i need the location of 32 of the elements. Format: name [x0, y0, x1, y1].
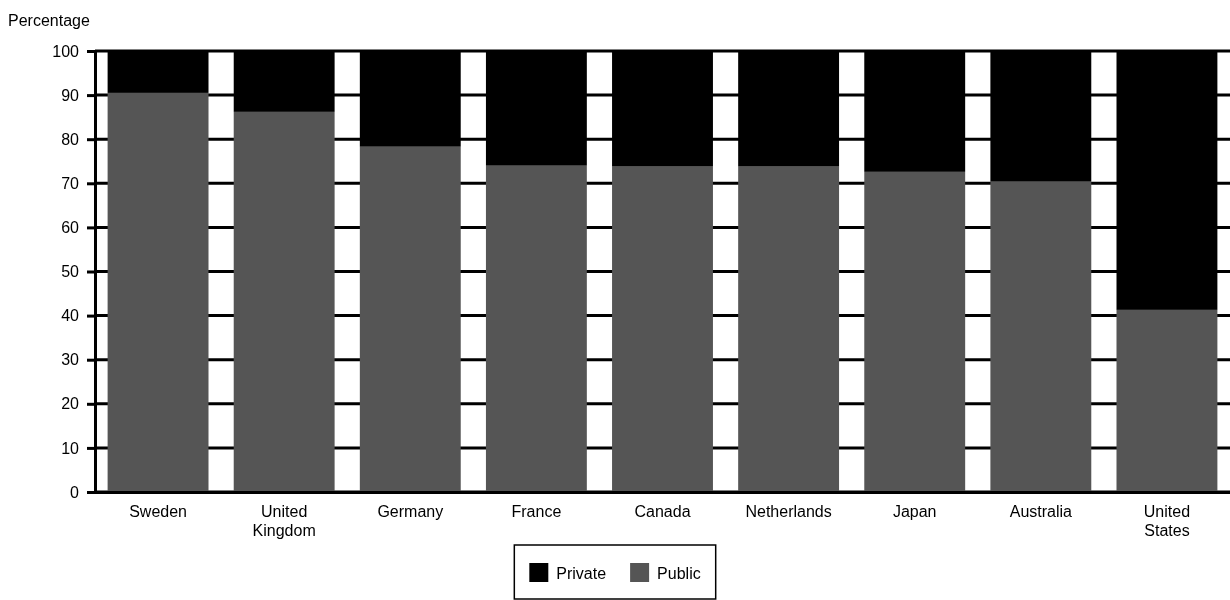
bar [359, 146, 461, 492]
x-tick-label: France [511, 503, 562, 521]
y-tick-label: 100 [52, 42, 80, 60]
x-tick-label: Germany [377, 503, 444, 521]
y-tick-label: 70 [61, 174, 80, 192]
y-tick-label: 80 [61, 130, 80, 148]
x-tick-label: United Kingdom [252, 503, 316, 539]
bar [864, 171, 966, 492]
x-tick-label: Japan [892, 503, 937, 521]
y-tick-label: 40 [61, 307, 80, 325]
y-tick-label: 60 [61, 219, 80, 237]
y-tick-label: 20 [61, 395, 80, 413]
bar [233, 111, 335, 492]
legend-label: Private [556, 565, 607, 582]
y-tick-label: 0 [70, 483, 80, 501]
x-tick-label: Australia [1009, 503, 1073, 521]
bar [107, 92, 209, 492]
y-tick-label: 10 [61, 439, 80, 457]
y-tick-label: 90 [61, 86, 80, 104]
bar [990, 181, 1092, 492]
y-tick-label: 50 [61, 263, 80, 281]
bar [1116, 309, 1218, 492]
y-axis-title: Percentage [8, 12, 90, 29]
x-tick-label: Canada [634, 503, 691, 521]
legend-label: Public [657, 565, 701, 582]
bar [738, 166, 840, 492]
x-tick-label: Netherlands [745, 503, 832, 521]
x-tick-label: United States [1143, 503, 1191, 539]
y-tick-label: 30 [61, 351, 80, 369]
bar [485, 165, 587, 492]
x-tick-label: Sweden [129, 503, 187, 521]
bar [612, 166, 713, 492]
